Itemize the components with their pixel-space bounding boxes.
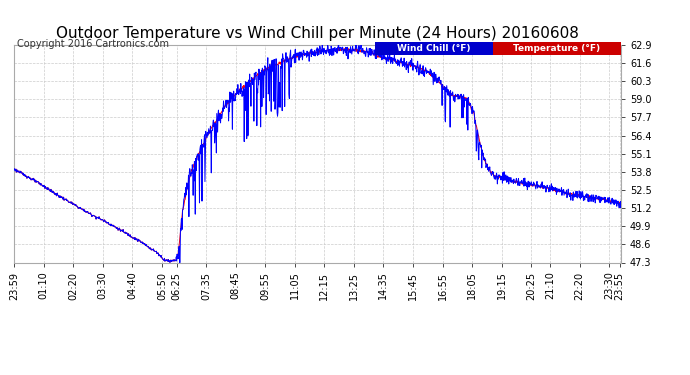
Title: Outdoor Temperature vs Wind Chill per Minute (24 Hours) 20160608: Outdoor Temperature vs Wind Chill per Mi…	[56, 26, 579, 40]
Text: Copyright 2016 Cartronics.com: Copyright 2016 Cartronics.com	[17, 39, 169, 49]
